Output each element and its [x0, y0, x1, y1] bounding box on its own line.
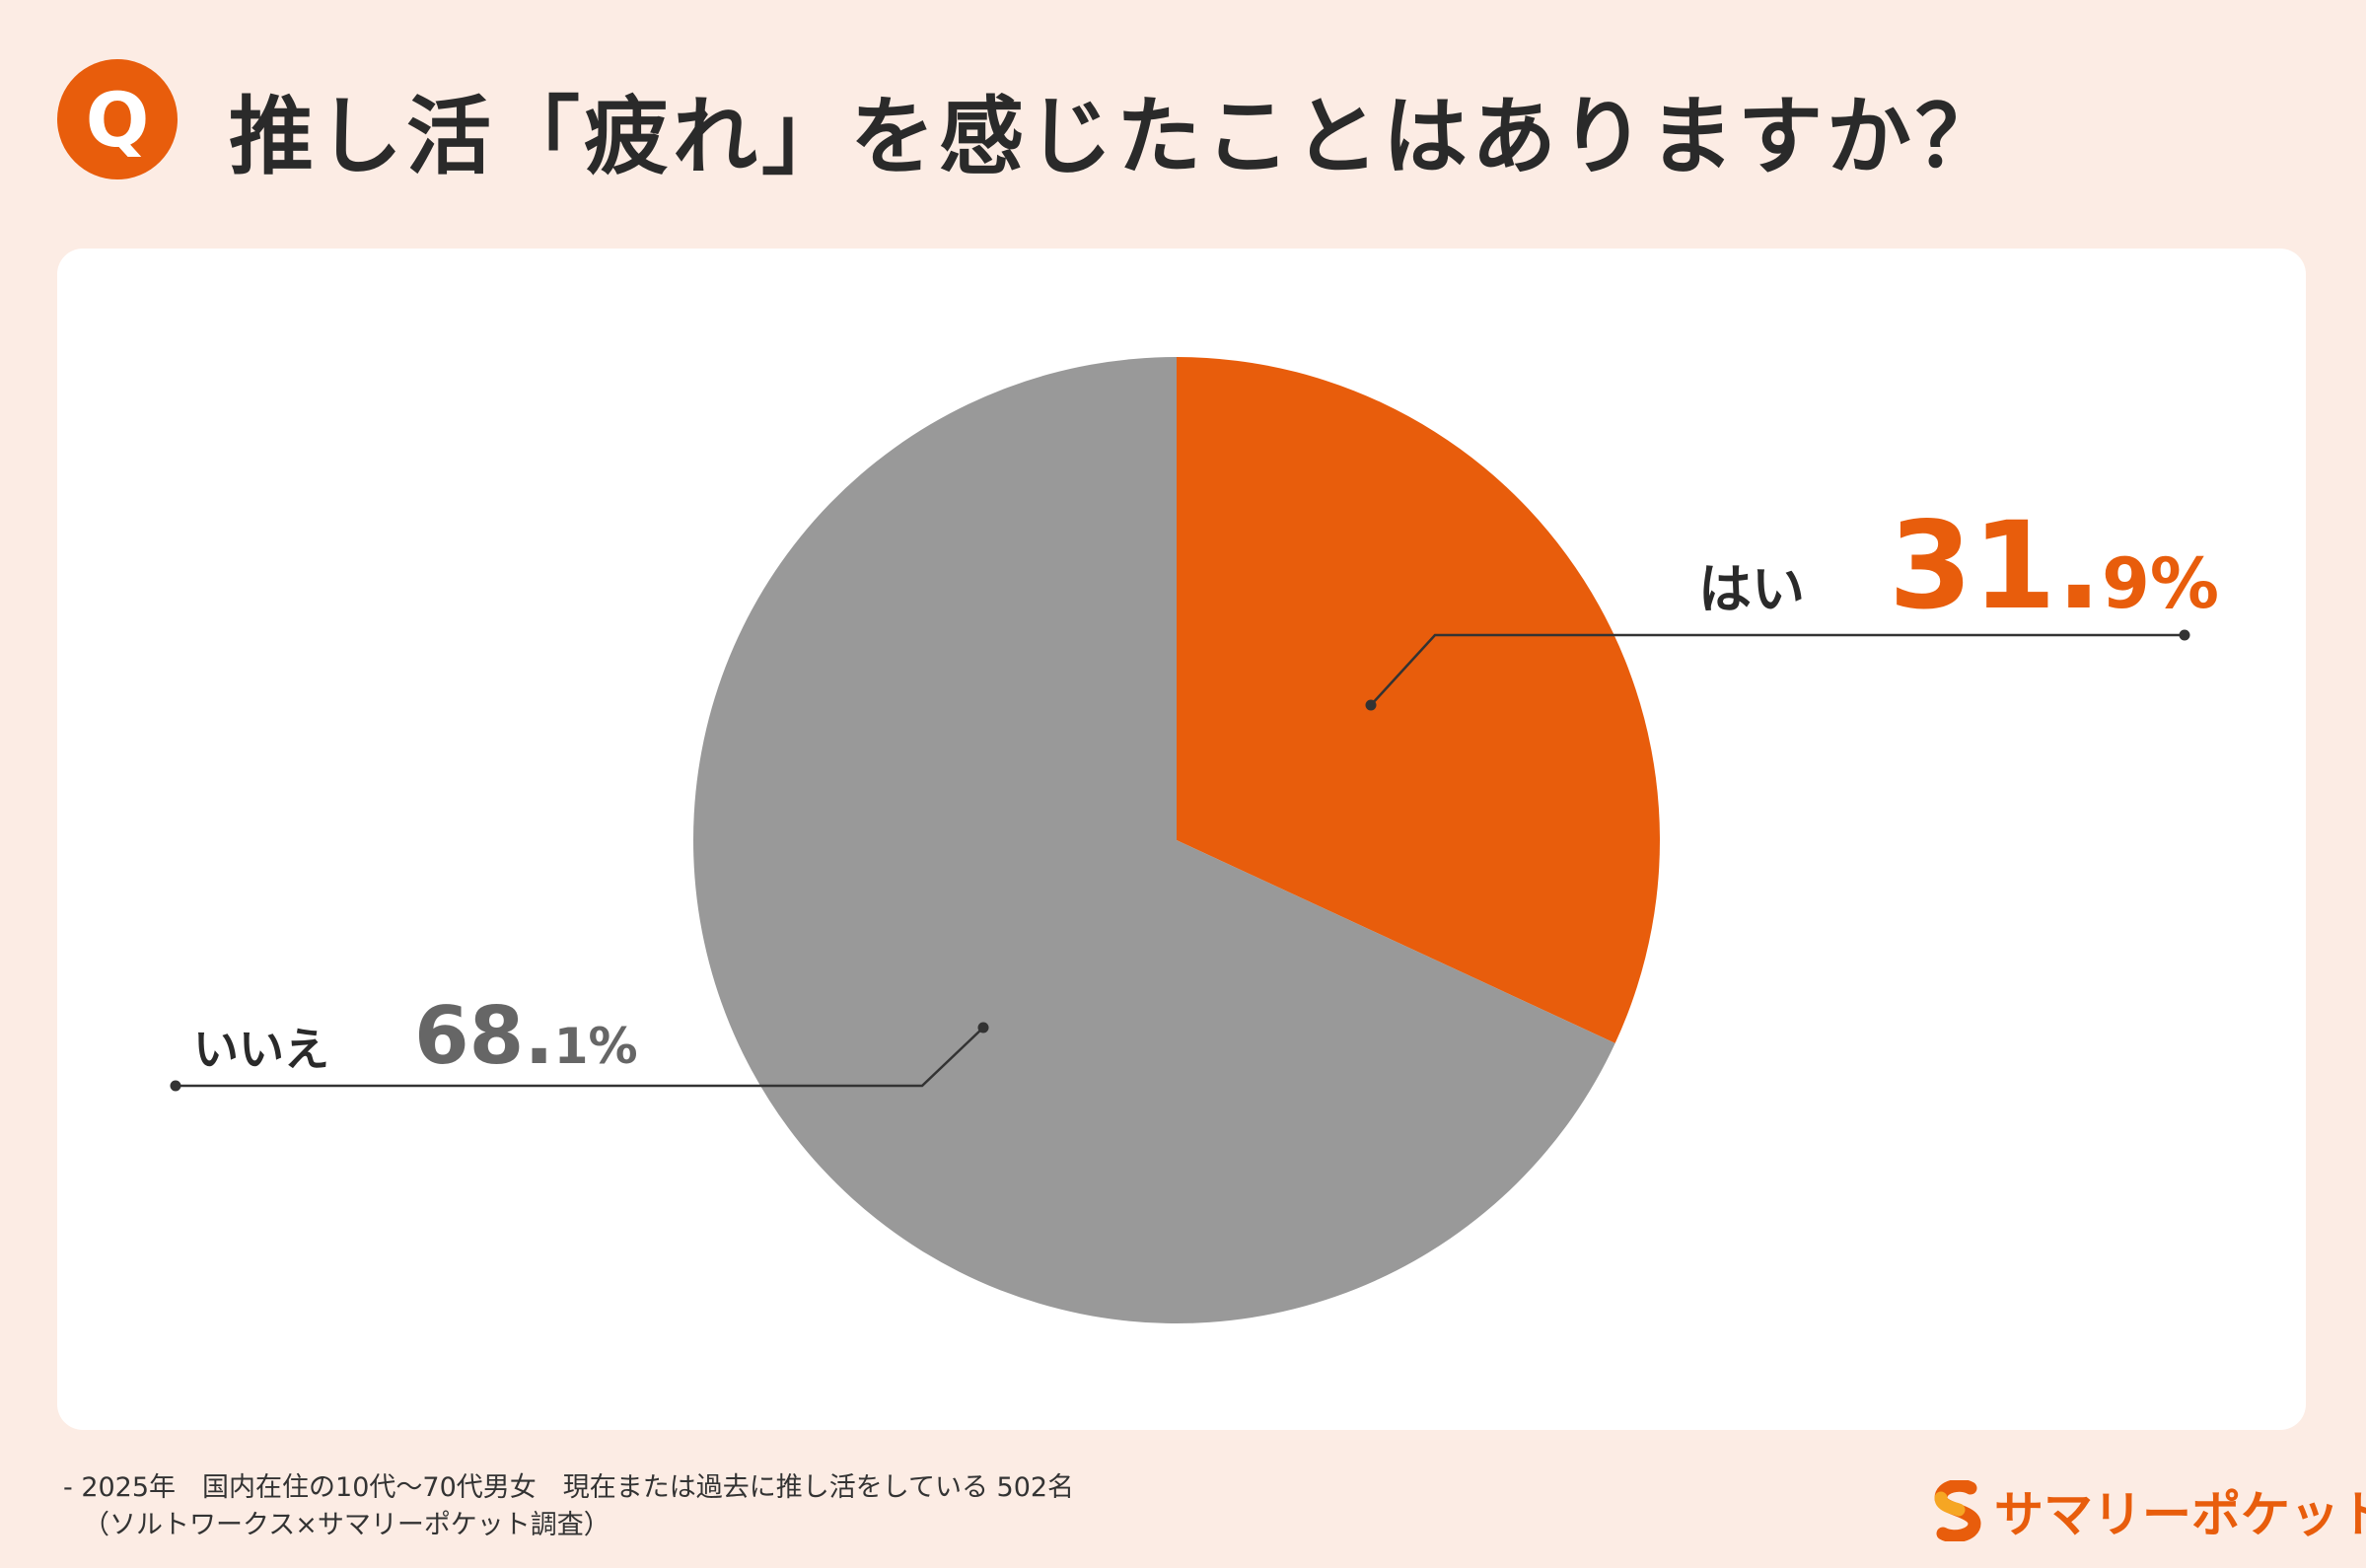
slice-label-hai: はい: [1698, 558, 1805, 620]
slice-value-hai: 31.9%: [1889, 496, 2219, 636]
slice-value-hai-int: 31.: [1889, 496, 2102, 636]
survey-footnote: - 2025年 国内在住の10代～70代男女 現在または過去に推し活をしている …: [63, 1469, 1074, 1544]
leader-dot-iie-inner: [977, 1022, 989, 1033]
leader-dot-iie-outer: [170, 1080, 181, 1092]
s-logo-icon: [1934, 1480, 1981, 1541]
page-title: 推し活「疲れ」を感じたことはありますか？: [229, 88, 2004, 186]
brand-name: サマリーポケット: [1994, 1486, 2366, 1543]
brand-logo: サマリーポケット: [1933, 1475, 2366, 1546]
pie-slice-iie: [692, 357, 1615, 1323]
slice-value-iie-dec: 1%: [554, 1018, 638, 1075]
question-badge: Q: [57, 59, 178, 179]
pie-slice-hai: [1177, 357, 1660, 1043]
slice-value-hai-dec: 9%: [2102, 543, 2219, 624]
leader-line-hai: [1370, 633, 2185, 706]
slice-value-iie-int: 68.: [414, 990, 554, 1082]
leader-dot-hai-inner: [1365, 699, 1377, 711]
leader-line-iie: [176, 1027, 984, 1088]
slice-value-iie: 68.1%: [414, 990, 638, 1082]
footnote-line-2: （ソルトワークス×サマリーポケット調査）: [83, 1510, 610, 1540]
slice-label-iie: いいえ: [193, 1023, 329, 1076]
footnote-line-1: - 2025年 国内在住の10代～70代男女 現在または過去に推し活をしている …: [63, 1472, 1075, 1503]
leader-dot-hai-outer: [2179, 629, 2190, 641]
